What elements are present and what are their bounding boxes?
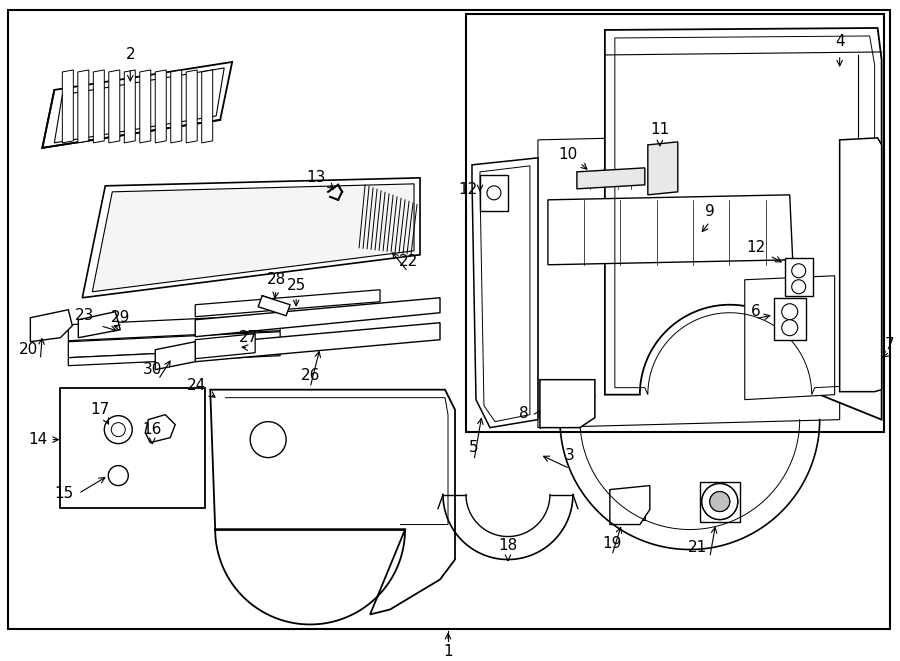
Text: 17: 17: [91, 402, 110, 417]
Text: 16: 16: [142, 422, 162, 437]
Circle shape: [112, 422, 125, 437]
Polygon shape: [472, 158, 538, 428]
Text: 5: 5: [469, 440, 479, 455]
Polygon shape: [78, 312, 121, 338]
Text: 26: 26: [301, 368, 320, 383]
Polygon shape: [171, 70, 182, 143]
Text: 1: 1: [443, 644, 453, 659]
Polygon shape: [77, 70, 89, 143]
Circle shape: [782, 304, 797, 320]
Bar: [785, 258, 813, 295]
Polygon shape: [186, 70, 197, 143]
Bar: [480, 175, 508, 211]
Bar: [60, 387, 205, 508]
Polygon shape: [82, 178, 420, 297]
Text: 4: 4: [835, 34, 844, 50]
Text: 7: 7: [885, 337, 895, 352]
Polygon shape: [68, 315, 280, 340]
Polygon shape: [540, 379, 595, 428]
Text: 30: 30: [142, 362, 162, 377]
Text: 13: 13: [306, 171, 326, 185]
Circle shape: [702, 484, 738, 520]
Text: 20: 20: [19, 342, 38, 357]
Polygon shape: [648, 142, 678, 195]
Polygon shape: [744, 276, 834, 400]
Text: 28: 28: [266, 272, 286, 288]
Circle shape: [782, 320, 797, 336]
Polygon shape: [109, 70, 120, 143]
Polygon shape: [195, 297, 440, 336]
Circle shape: [702, 484, 738, 520]
Polygon shape: [42, 62, 232, 148]
Polygon shape: [610, 486, 650, 525]
Bar: [466, 14, 884, 432]
Polygon shape: [195, 290, 380, 317]
Circle shape: [104, 416, 132, 444]
Polygon shape: [68, 332, 280, 358]
Text: 10: 10: [558, 147, 578, 163]
Polygon shape: [195, 334, 256, 359]
Bar: [774, 297, 806, 340]
Text: 12: 12: [458, 182, 478, 198]
Polygon shape: [202, 70, 212, 143]
Polygon shape: [605, 28, 882, 420]
Text: 22: 22: [399, 254, 418, 269]
Polygon shape: [68, 348, 280, 366]
Circle shape: [108, 465, 129, 486]
Polygon shape: [211, 390, 455, 625]
Text: 21: 21: [688, 540, 707, 555]
Text: 6: 6: [751, 304, 760, 319]
Text: 14: 14: [29, 432, 48, 447]
Text: 18: 18: [499, 538, 517, 553]
Circle shape: [250, 422, 286, 457]
Polygon shape: [538, 133, 840, 428]
Circle shape: [487, 186, 501, 200]
Circle shape: [792, 264, 806, 278]
Text: 3: 3: [565, 448, 575, 463]
Text: 29: 29: [111, 310, 130, 325]
Bar: [700, 482, 740, 522]
Polygon shape: [548, 195, 793, 265]
Polygon shape: [840, 138, 882, 392]
Polygon shape: [94, 70, 104, 143]
Circle shape: [710, 492, 730, 512]
Polygon shape: [62, 70, 73, 143]
Text: 12: 12: [746, 241, 765, 255]
Circle shape: [792, 280, 806, 293]
Text: 9: 9: [705, 204, 715, 219]
Text: 11: 11: [650, 122, 670, 137]
Text: 8: 8: [519, 406, 528, 421]
Text: 15: 15: [55, 486, 74, 501]
Text: 25: 25: [286, 278, 306, 293]
Polygon shape: [195, 323, 440, 362]
Text: 19: 19: [602, 536, 622, 551]
Polygon shape: [124, 70, 135, 143]
Polygon shape: [156, 342, 195, 369]
Text: 24: 24: [186, 378, 206, 393]
Text: 23: 23: [75, 308, 94, 323]
Polygon shape: [577, 168, 644, 189]
Polygon shape: [156, 70, 166, 143]
Polygon shape: [140, 70, 151, 143]
Polygon shape: [258, 295, 290, 316]
Circle shape: [710, 492, 730, 512]
Polygon shape: [145, 414, 176, 443]
Text: 27: 27: [238, 330, 257, 345]
Text: 2: 2: [125, 48, 135, 62]
Polygon shape: [54, 68, 224, 143]
Polygon shape: [31, 310, 72, 342]
Polygon shape: [93, 184, 414, 292]
